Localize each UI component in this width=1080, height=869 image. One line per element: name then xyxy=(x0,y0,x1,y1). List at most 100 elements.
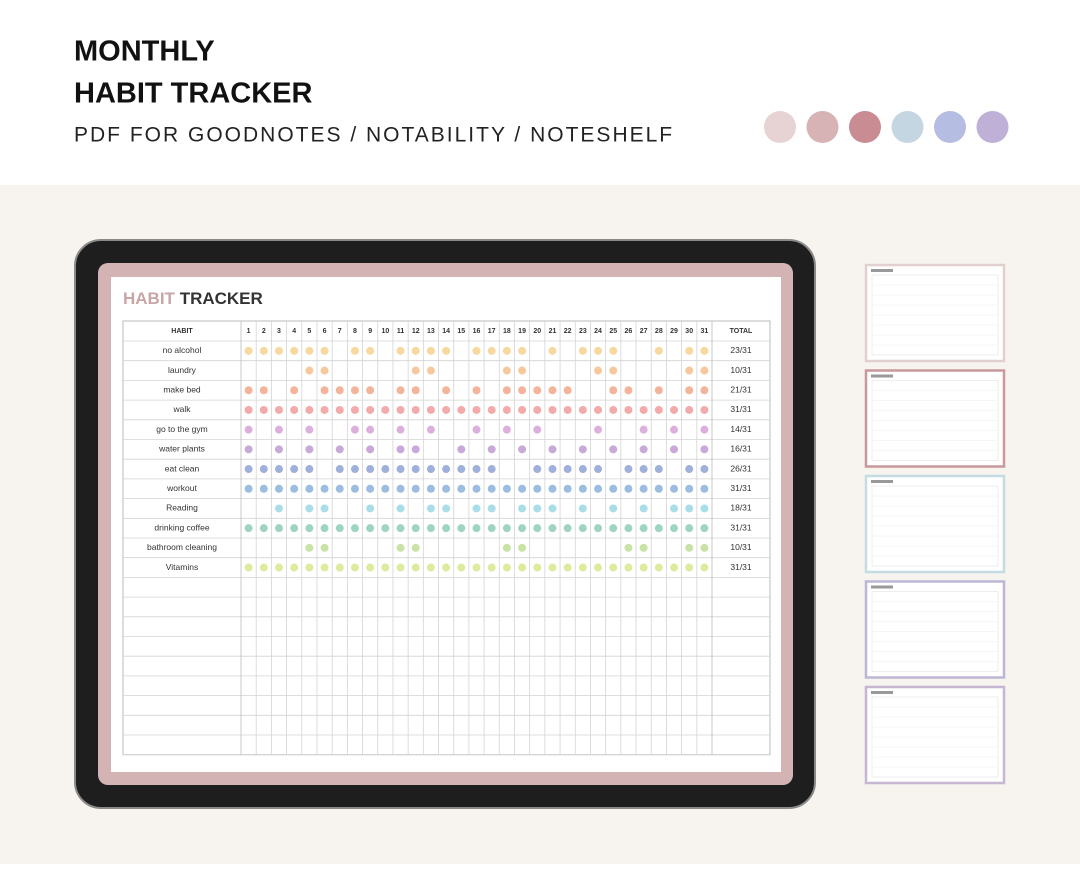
day-header: 19 xyxy=(518,328,526,335)
habit-dot xyxy=(244,405,253,414)
habit-dot xyxy=(290,405,299,414)
habit-dot xyxy=(533,504,542,513)
habit-dot xyxy=(609,445,618,454)
habit-dot xyxy=(366,484,375,493)
habit-dot xyxy=(320,543,329,552)
day-header: 2 xyxy=(262,328,266,335)
habit-dot xyxy=(670,484,679,493)
habit-dot xyxy=(594,563,603,572)
habit-dot xyxy=(396,346,405,355)
habit-dot xyxy=(396,445,405,454)
habit-dot xyxy=(578,563,587,572)
habit-total: 10/31 xyxy=(730,542,752,552)
habit-total: 31/31 xyxy=(730,404,752,414)
habit-dot xyxy=(685,386,694,395)
habit-dot xyxy=(290,524,299,533)
color-swatch xyxy=(764,111,796,143)
habit-dot xyxy=(609,346,618,355)
habit-name: water plants xyxy=(158,444,205,454)
thumbnail-title xyxy=(871,691,893,694)
habit-dot xyxy=(548,524,557,533)
habit-dot xyxy=(578,405,587,414)
day-header: 23 xyxy=(579,328,587,335)
habit-dot xyxy=(320,524,329,533)
habit-dot xyxy=(366,563,375,572)
habit-dot xyxy=(305,445,314,454)
habit-name: bathroom cleaning xyxy=(147,542,217,552)
habit-name: drinking coffee xyxy=(154,522,209,532)
habit-dot xyxy=(594,346,603,355)
habit-dot xyxy=(518,563,527,572)
habit-dot xyxy=(518,445,527,454)
thumbnail xyxy=(864,685,1006,785)
habit-dot xyxy=(442,524,451,533)
habit-name: walk xyxy=(172,404,191,414)
habit-dot xyxy=(624,465,633,474)
day-header: 7 xyxy=(338,328,342,335)
thumbnail xyxy=(864,580,1006,679)
habit-dot xyxy=(609,366,618,375)
habit-dot xyxy=(609,563,618,572)
habit-dot xyxy=(472,405,481,414)
habit-total: 31/31 xyxy=(730,522,752,532)
habit-dot xyxy=(487,465,496,474)
habit-dot xyxy=(274,465,283,474)
habit-dot xyxy=(502,405,511,414)
habit-dot xyxy=(533,563,542,572)
habit-dot xyxy=(472,563,481,572)
habit-dot xyxy=(518,386,527,395)
habit-dot xyxy=(320,386,329,395)
habit-dot xyxy=(518,405,527,414)
habit-dot xyxy=(305,465,314,474)
habit-dot xyxy=(533,484,542,493)
habit-dot xyxy=(685,484,694,493)
habit-dot xyxy=(442,563,451,572)
habit-dot xyxy=(457,484,466,493)
habit-total: 16/31 xyxy=(730,444,752,454)
habit-dot xyxy=(670,563,679,572)
day-header: 10 xyxy=(381,328,389,335)
habit-dot xyxy=(396,504,405,513)
habit-dot xyxy=(335,465,344,474)
habit-dot xyxy=(350,524,359,533)
day-header: 1 xyxy=(247,328,251,335)
habit-dot xyxy=(700,346,709,355)
day-header: 29 xyxy=(670,328,678,335)
habit-total: 18/31 xyxy=(730,503,752,513)
day-header: 13 xyxy=(427,328,435,335)
habit-dot xyxy=(578,445,587,454)
habit-dot xyxy=(244,524,253,533)
color-swatch xyxy=(806,111,839,143)
day-header: 8 xyxy=(353,328,357,335)
habit-dot xyxy=(654,405,663,414)
habit-dot xyxy=(609,484,618,493)
habit-dot xyxy=(502,563,511,572)
habit-dot xyxy=(350,405,359,414)
habit-dot xyxy=(487,563,496,572)
habit-dot xyxy=(563,405,572,414)
habit-dot xyxy=(366,386,375,395)
habit-name: go to the gym xyxy=(156,424,208,434)
habit-dot xyxy=(335,563,344,572)
habit-dot xyxy=(335,405,344,414)
day-header: 22 xyxy=(564,328,572,335)
habit-dot xyxy=(396,543,405,552)
tracker-title-part: HABIT xyxy=(123,289,176,308)
habit-dot xyxy=(487,524,496,533)
habit-name: laundry xyxy=(168,365,197,375)
habit-dot xyxy=(548,465,557,474)
habit-dot xyxy=(578,504,587,513)
habit-dot xyxy=(548,405,557,414)
habit-dot xyxy=(274,563,283,572)
color-swatch xyxy=(891,111,924,143)
habit-dot xyxy=(290,346,299,355)
habit-dot xyxy=(396,386,405,395)
habit-name: Vitamins xyxy=(166,562,198,572)
habit-dot xyxy=(426,524,435,533)
habit-dot xyxy=(502,484,511,493)
habit-dot xyxy=(457,465,466,474)
habit-dot xyxy=(654,524,663,533)
habit-dot xyxy=(639,524,648,533)
habit-dot xyxy=(290,563,299,572)
